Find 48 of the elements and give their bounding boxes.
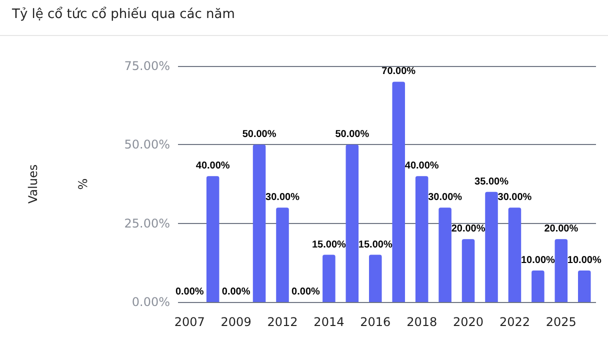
data-label: 20.00% xyxy=(451,224,486,235)
bar xyxy=(485,192,498,302)
data-label: 20.00% xyxy=(544,224,578,235)
y-tick-label: 25.00% xyxy=(124,216,170,230)
data-label: 0.00% xyxy=(175,286,204,298)
y-tick-label: 50.00% xyxy=(124,138,170,152)
data-label: 40.00% xyxy=(404,160,439,172)
data-label: 40.00% xyxy=(196,160,230,172)
bar xyxy=(346,144,359,302)
data-label: 30.00% xyxy=(266,192,300,204)
bar xyxy=(276,208,289,302)
x-tick-label: 2012 xyxy=(267,315,298,329)
data-label: 50.00% xyxy=(242,129,276,140)
data-label: 30.00% xyxy=(498,192,532,204)
x-tick-label: 2020 xyxy=(453,315,484,329)
bar xyxy=(392,82,405,302)
x-tick-label: 2018 xyxy=(406,315,438,329)
bar xyxy=(438,208,452,302)
y-tick-label: 0.00% xyxy=(132,295,170,309)
data-label: 50.00% xyxy=(335,129,370,140)
data-label: 0.00% xyxy=(222,286,250,298)
x-tick-label: 2009 xyxy=(220,315,252,329)
bar xyxy=(578,270,591,302)
data-label: 15.00% xyxy=(312,239,346,250)
x-tick-label: 2007 xyxy=(174,315,205,329)
data-label: 0.00% xyxy=(292,286,320,298)
bar xyxy=(462,239,475,302)
bar xyxy=(252,144,266,302)
y-tick-label: 75.00% xyxy=(124,59,170,73)
data-label: 10.00% xyxy=(567,255,602,266)
x-tick-label: 2025 xyxy=(546,315,576,329)
text: Values % xyxy=(26,164,90,204)
bar xyxy=(415,176,428,302)
bar xyxy=(206,176,220,302)
data-label: 35.00% xyxy=(474,176,509,188)
bar xyxy=(322,254,336,302)
bar xyxy=(554,239,568,302)
bar xyxy=(508,208,522,302)
x-tick-label: 2016 xyxy=(360,315,391,329)
data-label: 15.00% xyxy=(358,239,392,250)
chart-title: Tỷ lệ cổ tức cổ phiếu qua các năm xyxy=(0,0,608,36)
data-label: 10.00% xyxy=(520,255,556,266)
data-label: 70.00% xyxy=(382,66,416,78)
x-tick-label: 2014 xyxy=(314,315,344,329)
x-tick-label: 2022 xyxy=(499,315,530,329)
bar xyxy=(532,270,544,302)
data-label: 30.00% xyxy=(428,192,462,204)
bar xyxy=(369,254,382,302)
